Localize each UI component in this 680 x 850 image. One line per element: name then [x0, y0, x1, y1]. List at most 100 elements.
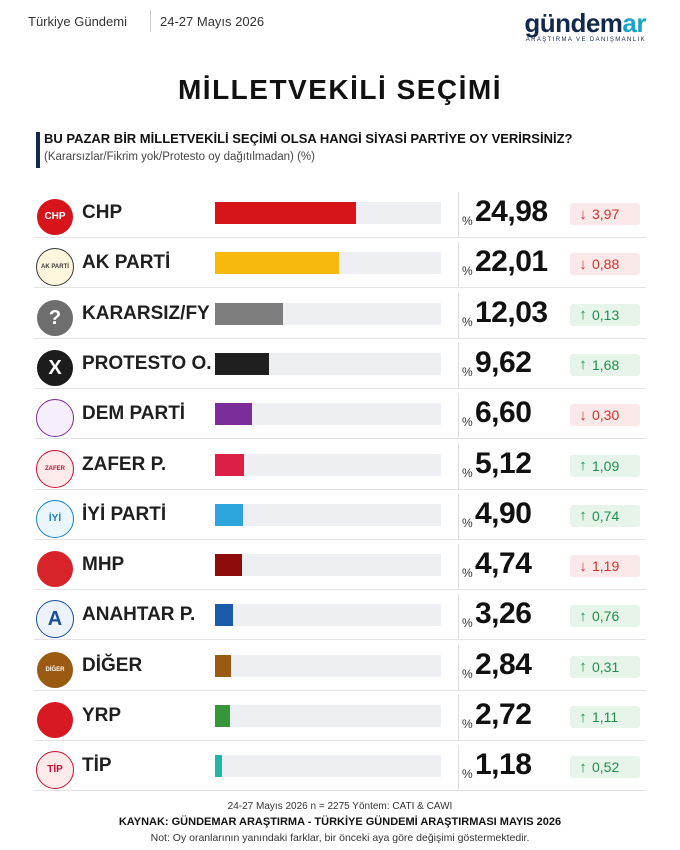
percent-sign: % [462, 616, 473, 631]
iyi-parti-logo-icon: İYİ [36, 499, 74, 538]
logo-text: ? [48, 306, 62, 329]
percent-sign: % [462, 214, 473, 228]
change-badge: ↑ 1,11 [570, 706, 640, 728]
party-row: A ANAHTAR P.% 3,26 ↑ 0,76 [34, 590, 646, 641]
change-label: 0,74 [592, 507, 620, 524]
arrow-up-icon: ↑ [579, 306, 587, 324]
value-label: 4,90 [475, 496, 532, 530]
column-divider [458, 242, 459, 289]
arrow-down-icon: ↓ [579, 205, 587, 223]
percent-sign: % [462, 767, 473, 782]
value-label: 22,01 [475, 245, 548, 279]
value-label: 2,72 [475, 698, 532, 731]
top-bar: Türkiye Gündemi 24-27 Mayıs 2026 gündema… [0, 0, 680, 48]
diger-logo-icon: DİĞER [36, 650, 74, 689]
change-label: 0,88 [592, 256, 620, 273]
bar [215, 604, 234, 627]
party-name: ANAHTAR P. [82, 604, 196, 626]
bar-track [215, 202, 441, 224]
yrp-logo-icon [36, 701, 74, 739]
change-label: 1,11 [592, 709, 619, 725]
column-divider [458, 393, 459, 440]
value-label: 5,12 [475, 446, 532, 480]
party-name: CHP [82, 202, 123, 223]
party-row: AK PARTİ AK PARTİ% 22,01 ↓ 0,88 [34, 238, 646, 289]
bar-track [215, 403, 441, 426]
change-label: 1,09 [592, 457, 620, 474]
percent-sign: % [462, 465, 473, 480]
logo-subtitle: ARAŞTIRMA VE DANIŞMANLIK [525, 37, 646, 43]
row-separator [34, 689, 646, 691]
arrow-down-icon: ↓ [579, 255, 587, 273]
arrow-down-icon: ↓ [579, 557, 587, 575]
percent-sign: % [462, 717, 473, 731]
row-separator [34, 790, 646, 792]
value-label: 6,60 [475, 396, 532, 430]
bar-track [215, 453, 441, 476]
change-badge: ↓ 3,97 [570, 203, 640, 225]
bar-track [215, 252, 441, 275]
party-name: MHP [82, 554, 125, 576]
percent-sign: % [462, 364, 473, 379]
survey-subnote: (Kararsızlar/Fikrim yok/Protesto oy dağı… [44, 151, 315, 163]
column-divider [458, 192, 459, 238]
row-separator [34, 438, 646, 440]
value-label: 9,62 [475, 345, 532, 379]
logo-text: AK PARTİ [41, 264, 69, 271]
value-label: 12,03 [475, 295, 548, 329]
column-divider [458, 493, 459, 540]
bar-track [215, 755, 441, 778]
bar-track [215, 503, 441, 526]
gundemar-logo: gündemar ARAŞTIRMA VE DANIŞMANLIK [524, 10, 646, 43]
party-row: CHP CHP% 24,98 ↓ 3,97 [34, 188, 646, 238]
row-separator [34, 337, 646, 339]
logo-text: İYİ [48, 512, 62, 524]
column-divider [458, 594, 459, 641]
change-badge: ↑ 1,09 [570, 454, 640, 477]
logo-wordmark: gündemar [524, 8, 646, 38]
party-name: ZAFER P. [82, 453, 167, 475]
bar-track [215, 654, 441, 677]
party-row: İYİ İYİ PARTİ% 4,90 ↑ 0,74 [34, 490, 646, 540]
bar [215, 554, 242, 577]
party-row: ? KARARSIZ/FY% 12,03 ↑ 0,13 [34, 289, 646, 339]
logo-text: DİĞER [45, 666, 65, 673]
row-separator [34, 488, 646, 490]
brand-label: Türkiye Gündemi [28, 14, 127, 29]
party-name: YRP [82, 705, 122, 726]
logo-text: A [47, 608, 63, 631]
percent-sign: % [462, 415, 473, 430]
change-label: 1,19 [592, 558, 620, 575]
bar [215, 252, 340, 275]
arrow-up-icon: ↑ [579, 758, 587, 776]
column-divider [458, 292, 459, 339]
change-label: 0,52 [592, 759, 620, 776]
bar [215, 302, 283, 325]
bar-track [215, 705, 441, 727]
question-mark-icon: ? [36, 298, 74, 337]
header-divider [150, 10, 151, 32]
party-name: PROTESTO O. [82, 352, 212, 374]
method-note: 24-27 Mayıs 2026 n = 2275 Yöntem: CATI &… [227, 801, 453, 812]
party-name: DEM PARTİ [82, 403, 186, 425]
bar [215, 352, 270, 375]
party-row: DEM PARTİ% 6,60 ↓ 0,30 [34, 389, 646, 440]
party-name: TİP [82, 755, 112, 777]
column-divider [458, 695, 459, 741]
party-row: TİP TİP% 1,18 ↑ 0,52 [34, 741, 646, 792]
change-badge: ↑ 0,74 [570, 504, 640, 527]
column-divider [458, 544, 459, 591]
bar [215, 503, 243, 526]
value-label: 3,26 [475, 597, 532, 631]
row-separator [34, 639, 646, 641]
logo-text: ZAFER [45, 465, 65, 472]
arrow-down-icon: ↓ [579, 406, 587, 424]
arrow-up-icon: ↑ [579, 356, 587, 374]
change-label: 0,31 [592, 658, 620, 675]
change-label: 3,97 [592, 206, 620, 222]
ak-parti-logo-icon: AK PARTİ [36, 248, 74, 287]
column-divider [458, 443, 459, 490]
party-row: MHP% 4,74 ↓ 1,19 [34, 540, 646, 591]
column-divider [458, 745, 459, 792]
mhp-logo-icon [36, 550, 74, 589]
